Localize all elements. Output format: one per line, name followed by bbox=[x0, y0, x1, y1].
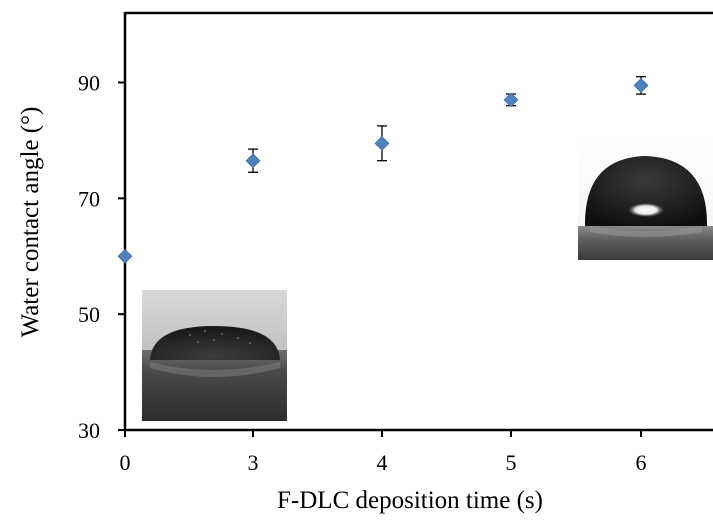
x-tick-label: 4 bbox=[377, 450, 388, 475]
y-axis-ticks: 30 50 70 90 bbox=[78, 71, 125, 443]
y-tick-label: 90 bbox=[78, 71, 100, 96]
x-tick-label: 5 bbox=[506, 450, 517, 475]
x-axis-title: F-DLC deposition time (s) bbox=[277, 487, 543, 514]
y-tick-label: 70 bbox=[78, 186, 100, 211]
data-point bbox=[633, 77, 649, 93]
y-axis-title: Water contact angle (°) bbox=[17, 107, 44, 338]
data-series bbox=[117, 76, 649, 264]
y-tick-label: 30 bbox=[78, 418, 100, 443]
data-point bbox=[503, 92, 519, 108]
data-point bbox=[374, 135, 390, 151]
data-point bbox=[245, 153, 261, 169]
x-axis-ticks: 0 3 4 5 6 bbox=[120, 430, 647, 475]
data-point bbox=[117, 248, 133, 264]
inset-droplet-high-angle bbox=[578, 136, 713, 260]
inset-droplet-low-angle bbox=[142, 290, 287, 421]
x-tick-label: 3 bbox=[248, 450, 259, 475]
x-tick-label: 6 bbox=[636, 450, 647, 475]
x-tick-label: 0 bbox=[120, 450, 131, 475]
y-tick-label: 50 bbox=[78, 302, 100, 327]
